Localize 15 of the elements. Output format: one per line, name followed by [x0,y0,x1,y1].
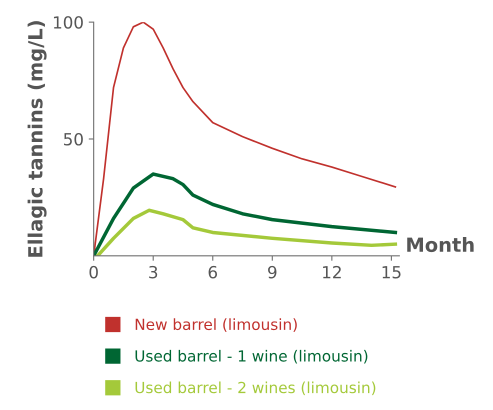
x-tick-label: 0 [89,266,98,278]
y-tick-label: 100 [54,16,83,29]
x-tick-label: 12 [323,266,341,278]
x-tick-label: 15 [382,266,401,278]
x-tick-label: 6 [208,266,218,278]
x-axis-title: Month [407,237,474,252]
y-tick-label: 50 [64,132,83,146]
legend-label: Used barrel - 1 wine (limousin) [136,350,368,364]
x-tick-label: 3 [149,266,158,278]
legend-label: Used barrel - 2 wines (limousin) [136,381,376,396]
y-axis-title: Ellagic tannins (mg/L) [28,21,47,257]
x-tick-label: 9 [268,266,276,278]
line-series [96,208,398,256]
line-series [94,172,398,256]
legend-label: New barrel (limousin) [136,318,297,332]
